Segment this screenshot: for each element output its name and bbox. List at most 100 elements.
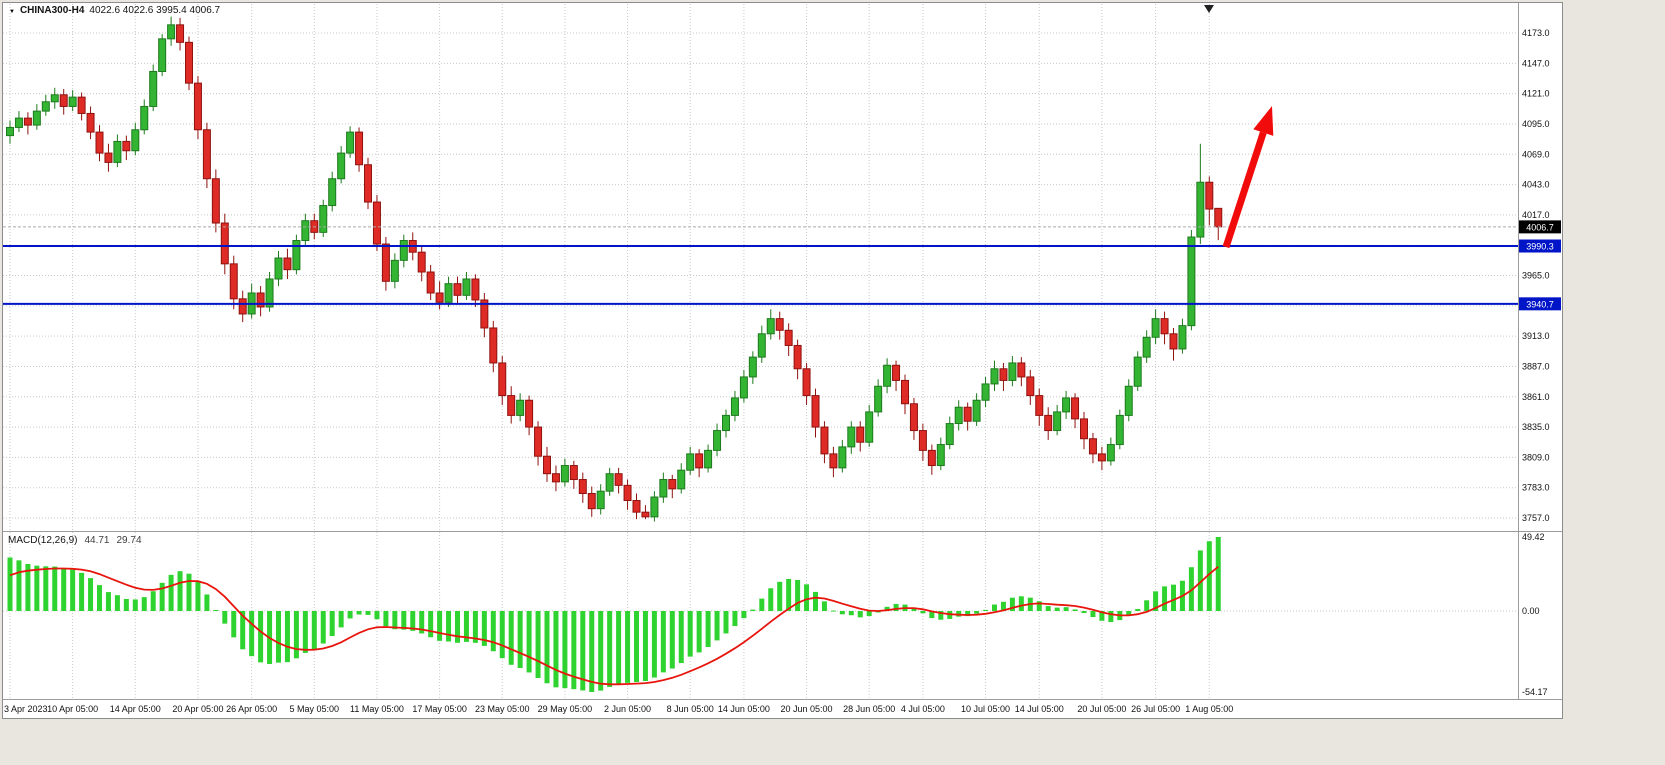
time-axis-label: 26 Jul 05:00 xyxy=(1131,704,1180,714)
time-axis-label: 5 May 05:00 xyxy=(290,704,340,714)
candle-body xyxy=(238,298,247,315)
candle-body xyxy=(202,129,211,180)
macd-histogram-bar xyxy=(839,611,845,615)
candle-body xyxy=(569,465,578,481)
candle-body xyxy=(686,453,695,471)
candle-body xyxy=(1017,362,1026,378)
candle-body xyxy=(480,299,489,329)
candle-body xyxy=(605,473,614,492)
macd-histogram-bar xyxy=(741,611,747,619)
candle-body xyxy=(149,70,158,107)
candle-body xyxy=(95,131,104,154)
macd-histogram-bar xyxy=(195,581,201,611)
macd-histogram-bar xyxy=(293,611,299,659)
time-axis-label: 14 Jul 05:00 xyxy=(1015,704,1064,714)
macd-histogram-bar xyxy=(1081,611,1087,614)
trend-arrow-shaft[interactable] xyxy=(1222,131,1267,249)
price-tick-label: 4095.0 xyxy=(1522,119,1550,129)
macd-histogram-bar xyxy=(660,611,666,673)
candle-body xyxy=(6,126,14,137)
macd-histogram-bar xyxy=(401,611,407,630)
time-axis-label: 20 Jul 05:00 xyxy=(1077,704,1126,714)
time-axis-label: 20 Apr 05:00 xyxy=(172,704,223,714)
macd-histogram-bar xyxy=(821,601,827,611)
chart-shift-marker[interactable] xyxy=(1204,5,1214,13)
macd-histogram-bar xyxy=(517,611,523,669)
macd-histogram-bar xyxy=(1054,607,1060,611)
candle-body xyxy=(954,406,963,425)
time-axis-label: 14 Jun 05:00 xyxy=(718,704,770,714)
candle-body xyxy=(185,41,193,84)
candle-body xyxy=(901,379,909,405)
price-tick-label: 3757.0 xyxy=(1522,513,1550,523)
macd-histogram-bar xyxy=(437,611,443,641)
candle-body xyxy=(578,479,587,495)
candle-body xyxy=(86,112,95,133)
trend-arrow-head[interactable] xyxy=(1253,106,1274,136)
time-axis-label: 11 May 05:00 xyxy=(350,704,404,714)
candle-body xyxy=(453,283,462,296)
macd-histogram-bar xyxy=(472,611,478,643)
candle-body xyxy=(704,449,713,469)
candle-body xyxy=(32,110,41,126)
candle-body xyxy=(892,364,901,381)
candle-body xyxy=(802,368,811,397)
macd-histogram-bar xyxy=(7,557,13,611)
candle-body xyxy=(730,397,739,416)
macd-histogram-bar xyxy=(1215,537,1221,611)
macd-histogram-bar xyxy=(123,598,129,611)
macd-histogram-bar xyxy=(920,611,926,614)
candle-body xyxy=(372,201,381,245)
candle-body xyxy=(632,500,641,513)
macd-histogram-bar xyxy=(105,592,111,611)
candle-body xyxy=(1071,397,1080,420)
candle-body xyxy=(1088,438,1097,455)
macd-histogram-bar xyxy=(553,611,559,688)
candle-body xyxy=(829,453,838,469)
candle-body xyxy=(838,446,847,469)
candle-body xyxy=(193,82,202,131)
time-axis-label: 10 Apr 05:00 xyxy=(47,704,98,714)
macd-histogram-bar xyxy=(813,591,818,611)
candle-body xyxy=(1115,414,1124,446)
candle-body xyxy=(113,140,122,163)
macd-histogram-bar xyxy=(678,611,684,664)
candle-body xyxy=(131,129,140,152)
candle-body xyxy=(981,383,990,401)
time-axis-label: 10 Jul 05:00 xyxy=(961,704,1010,714)
macd-histogram-bar xyxy=(723,611,729,634)
candle-body xyxy=(1142,336,1151,358)
macd-histogram-bar xyxy=(1000,601,1006,611)
macd-histogram-bar xyxy=(938,611,944,620)
candle-body xyxy=(650,496,659,518)
macd-histogram-bar xyxy=(204,594,210,611)
candle-body xyxy=(874,385,883,413)
candle-body xyxy=(59,94,68,107)
price-tick-label: 4147.0 xyxy=(1522,58,1550,68)
candle-body xyxy=(1080,418,1088,440)
price-tick-label: 3835.0 xyxy=(1522,422,1550,432)
candle-body xyxy=(668,479,677,490)
macd-histogram-bar xyxy=(490,611,496,652)
macd-histogram-bar xyxy=(1036,601,1042,611)
candle-body xyxy=(1106,444,1115,462)
candle-body xyxy=(158,38,167,72)
macd-histogram-bar xyxy=(499,611,505,659)
macd-histogram-bar xyxy=(1018,596,1024,611)
level-price-tag xyxy=(1519,297,1561,311)
macd-histogram-bar xyxy=(52,566,58,611)
macd-histogram-bar xyxy=(1197,550,1203,611)
macd-histogram-bar xyxy=(929,611,935,619)
macd-histogram-bar xyxy=(526,611,532,673)
macd-histogram-bar xyxy=(857,611,863,618)
macd-histogram-bar xyxy=(705,611,711,647)
macd-histogram-bar xyxy=(1009,597,1015,611)
candle-body xyxy=(50,94,59,103)
macd-histogram-bar xyxy=(79,572,85,611)
macd-histogram-bar xyxy=(795,579,801,611)
time-axis-label: 23 May 05:00 xyxy=(475,704,530,714)
macd-histogram-bar xyxy=(338,611,344,628)
macd-histogram-bar xyxy=(580,611,586,691)
macd-histogram-bar xyxy=(61,568,67,611)
